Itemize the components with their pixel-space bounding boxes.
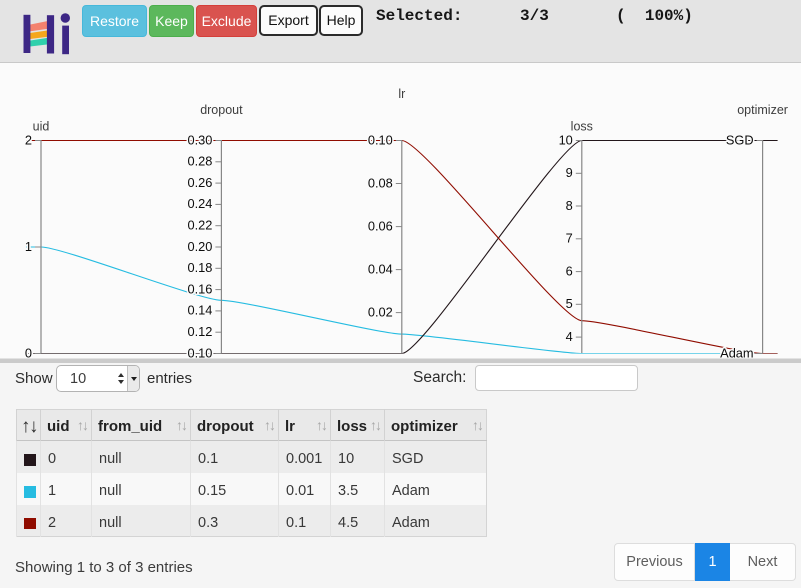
svg-text:2: 2 xyxy=(25,132,32,147)
svg-text:loss: loss xyxy=(571,120,593,134)
svg-text:0.28: 0.28 xyxy=(187,154,212,169)
svg-text:0.10: 0.10 xyxy=(368,132,393,147)
svg-text:0.18: 0.18 xyxy=(187,260,212,275)
svg-text:Adam: Adam xyxy=(720,345,753,360)
svg-text:1: 1 xyxy=(25,239,32,254)
svg-text:8: 8 xyxy=(566,198,573,213)
svg-text:7: 7 xyxy=(566,231,573,246)
svg-text:0.12: 0.12 xyxy=(187,324,212,339)
svg-text:0.16: 0.16 xyxy=(187,281,212,296)
svg-text:lr: lr xyxy=(398,87,405,101)
svg-text:optimizer: optimizer xyxy=(737,103,788,117)
svg-text:5: 5 xyxy=(566,296,573,311)
svg-text:9: 9 xyxy=(566,165,573,180)
svg-text:0.26: 0.26 xyxy=(187,175,212,190)
svg-text:0.22: 0.22 xyxy=(187,218,212,233)
svg-text:6: 6 xyxy=(566,263,573,278)
svg-text:SGD: SGD xyxy=(726,132,754,147)
svg-text:0.10: 0.10 xyxy=(187,345,212,360)
svg-text:uid: uid xyxy=(33,120,50,134)
svg-text:4: 4 xyxy=(566,329,573,344)
svg-text:0.14: 0.14 xyxy=(187,303,212,318)
svg-text:0.04: 0.04 xyxy=(368,261,393,276)
svg-text:0.08: 0.08 xyxy=(368,175,393,190)
svg-text:dropout: dropout xyxy=(200,103,243,117)
svg-text:0.20: 0.20 xyxy=(187,239,212,254)
svg-text:0: 0 xyxy=(25,345,32,360)
svg-text:0.06: 0.06 xyxy=(368,218,393,233)
svg-text:0.24: 0.24 xyxy=(187,196,212,211)
svg-text:10: 10 xyxy=(559,132,573,147)
svg-text:0.02: 0.02 xyxy=(368,304,393,319)
svg-text:0.30: 0.30 xyxy=(187,132,212,147)
